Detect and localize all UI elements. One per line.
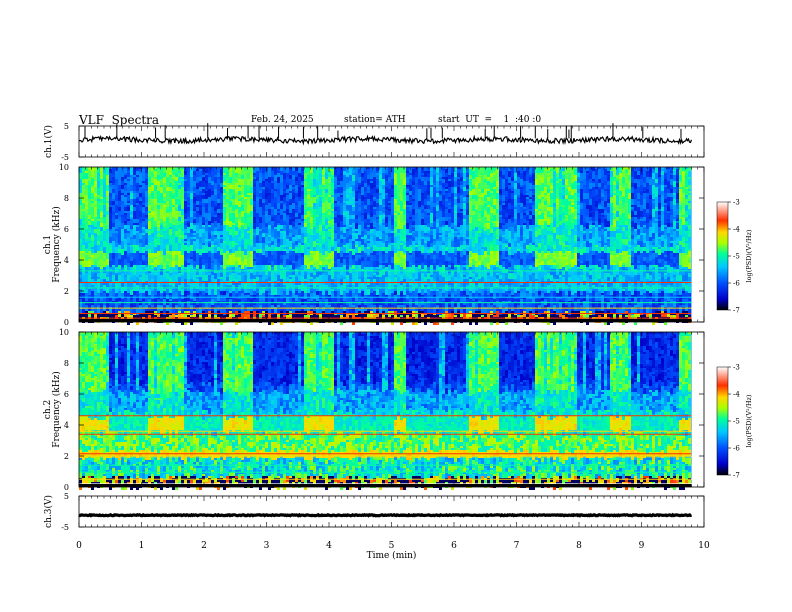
ch1-spectrogram-y-label: Frequency (kHz): [51, 206, 62, 283]
colorbar-tick-label: -6: [733, 280, 740, 288]
ch2-frequency-tick-label: 2: [64, 452, 69, 461]
colorbar-label: log(PSD)(V²/Hz): [745, 394, 753, 447]
ch3-waveform-y-label: ch.3(V): [43, 495, 54, 528]
ch1-frequency-tick-label: 0: [64, 318, 69, 327]
colorbar-label: log(PSD)(V²/Hz): [745, 229, 753, 282]
colorbar-tick-label: -3: [733, 364, 740, 372]
x-tick-label: 0: [76, 541, 82, 551]
ch2-spectrogram-y-label-channel: ch.2: [43, 400, 53, 419]
ch2-spectrogram-image: [79, 332, 692, 490]
plot-title: VLF Spectra: [79, 113, 160, 127]
x-tick-label: 2: [201, 541, 207, 551]
x-tick-label: 8: [576, 541, 582, 551]
ch1-waveform-y-tick-label: -5: [61, 153, 69, 162]
ch2-colorbar: [716, 366, 729, 476]
colorbar-tick-label: -3: [733, 199, 740, 207]
x-tick-label: 6: [451, 541, 457, 551]
colorbar-tick-label: -7: [733, 307, 740, 315]
ch1-frequency-tick-label: 2: [64, 287, 69, 296]
colorbar-tick-label: -5: [733, 418, 740, 426]
x-tick-label: 5: [389, 541, 395, 551]
ch2-frequency-tick-label: 6: [64, 390, 69, 399]
x-tick-label: 3: [264, 541, 270, 551]
ch1-colorbar: [716, 201, 729, 311]
ch1-frequency-tick-label: 6: [64, 225, 69, 234]
x-tick-label: 9: [639, 541, 645, 551]
x-tick-label: 10: [698, 541, 710, 551]
ch2-frequency-tick-label: 10: [59, 328, 69, 337]
start-ut-label: start UT = 1 :40 :0: [438, 115, 542, 125]
colorbar-tick-label: -4: [733, 226, 740, 234]
colorbar-tick-label: -4: [733, 391, 740, 399]
ch1-spectrogram-y-label-channel: ch.1: [43, 235, 53, 254]
ch3-waveform-y-tick-label: -5: [61, 523, 69, 532]
ch2-frequency-tick-label: 4: [64, 421, 69, 430]
colorbar-tick-label: -6: [733, 445, 740, 453]
ch3-waveform-line: [78, 512, 693, 518]
x-tick-label: 1: [139, 541, 145, 551]
ch3-waveform-y-tick-label: 5: [64, 492, 69, 501]
colorbar-tick-label: -7: [733, 472, 740, 480]
ch1-waveform-y-label: ch.1(V): [43, 125, 54, 158]
ch1-spectrogram-image: [79, 167, 692, 325]
x-tick-label: 7: [514, 541, 520, 551]
ch2-spectrogram-y-label: Frequency (kHz): [51, 371, 62, 448]
station-label: station= ATH: [344, 115, 406, 125]
ch1-waveform-line: [78, 134, 693, 146]
ch1-frequency-tick-label: 8: [64, 194, 69, 203]
ch1-frequency-tick-label: 10: [59, 163, 69, 172]
x-axis-label: Time (min): [367, 550, 417, 561]
date-label: Feb. 24, 2025: [251, 115, 314, 125]
ch2-frequency-tick-label: 0: [64, 483, 69, 492]
x-tick-label: 4: [326, 541, 332, 551]
ch1-frequency-tick-label: 4: [64, 256, 69, 265]
colorbar-tick-label: -5: [733, 253, 740, 261]
ch1-waveform-y-tick-label: 5: [64, 122, 69, 131]
ch2-frequency-tick-label: 8: [64, 359, 69, 368]
